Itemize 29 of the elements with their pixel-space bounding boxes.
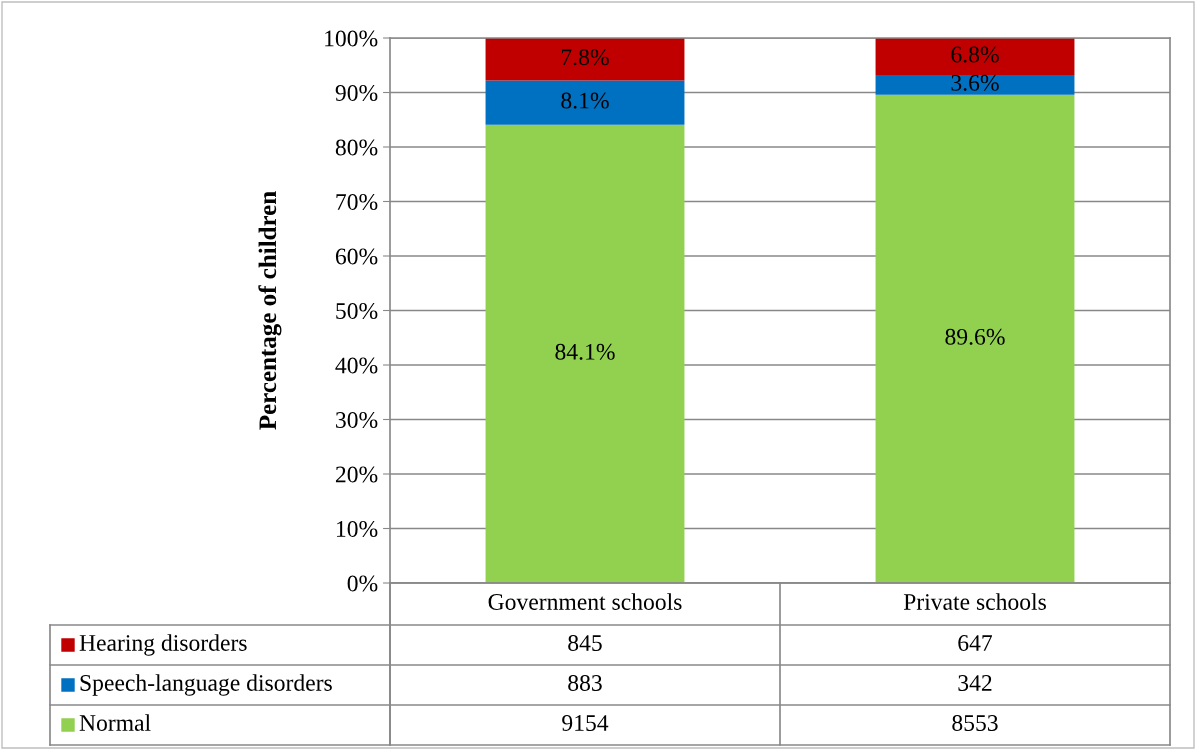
legend-label: Hearing disorders <box>79 634 247 656</box>
y-tick-label: 70% <box>336 193 378 210</box>
data-label: 8.1% <box>561 92 609 109</box>
y-tick-label: 100% <box>325 30 378 47</box>
data-label: 6.8% <box>951 46 999 63</box>
data-label: 3.6% <box>951 74 999 91</box>
y-tick-label: 40% <box>335 357 378 374</box>
text: 883 <box>568 674 602 691</box>
data-label: 89.6% <box>945 328 1005 345</box>
y-tick-label: 90% <box>335 84 378 101</box>
y-tick-label: 50% <box>336 302 378 319</box>
text: 9154 <box>562 715 609 731</box>
y-axis-title: Percentage of children <box>258 191 282 430</box>
y-tick-label: 20% <box>335 466 378 483</box>
y-tick-label: 80% <box>335 139 378 156</box>
text: 647 <box>958 635 993 651</box>
y-tick-label: 30% <box>336 411 378 428</box>
legend-label: Normal <box>79 714 151 731</box>
text: 8553 <box>952 714 998 731</box>
y-tick-label: 60% <box>335 248 378 265</box>
y-tick-label: 10% <box>336 520 378 537</box>
text: 845 <box>568 634 602 651</box>
x-tick-label: Government schools <box>488 593 682 610</box>
x-tick-label: Private schools <box>903 593 1046 610</box>
data-label: 7.8% <box>561 49 609 66</box>
legend-label: Speech-language disorders <box>80 674 332 696</box>
data-label: 84.1% <box>555 343 615 360</box>
text: 342 <box>958 675 992 691</box>
y-tick-label: 0% <box>347 575 378 592</box>
